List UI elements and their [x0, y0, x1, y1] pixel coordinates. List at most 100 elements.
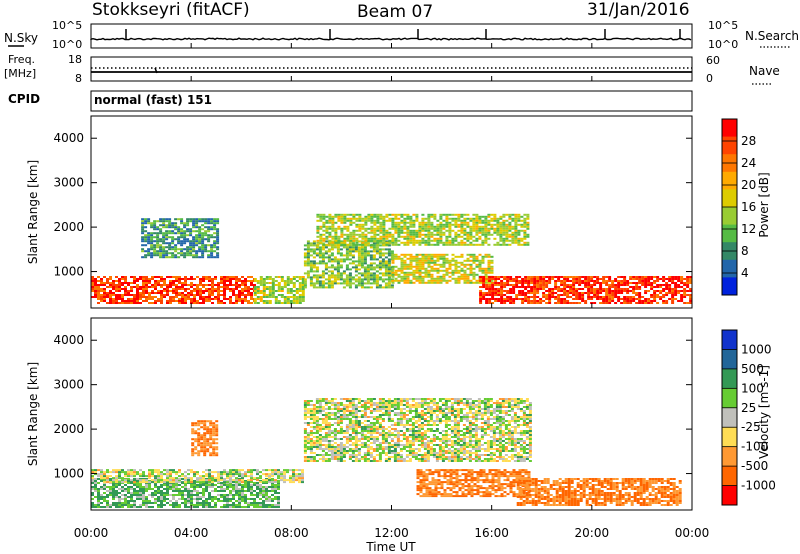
scatter-cell [394, 213, 398, 216]
scatter-cell [324, 256, 328, 259]
scatter-cell [229, 288, 232, 290]
scatter-cell [689, 290, 693, 292]
scatter-cell [306, 404, 310, 406]
scatter-cell [481, 231, 485, 234]
scatter-cell [542, 292, 546, 294]
scatter-cell [186, 240, 190, 243]
noise-trace [90, 29, 692, 41]
scatter-cell [298, 479, 301, 482]
scatter-cell [91, 278, 94, 280]
scatter-cell [207, 250, 211, 253]
scatter-cell [400, 259, 404, 262]
scatter-cell [187, 488, 190, 490]
scatter-cell [345, 250, 349, 253]
scatter-cell [533, 282, 537, 284]
nsearch-tick-high: 10^5 [708, 19, 738, 32]
scatter-cell [530, 296, 534, 298]
scatter-cell [363, 268, 367, 271]
scatter-cell [148, 286, 151, 288]
scatter-cell [463, 213, 467, 216]
scatter-cell [216, 256, 220, 259]
scatter-cell [223, 296, 226, 298]
scatter-cell [521, 292, 525, 294]
scatter-cell [309, 404, 313, 406]
scatter-cell [358, 225, 362, 228]
scatter-cell [611, 286, 615, 288]
scatter-cell [241, 477, 244, 480]
scatter-cell [327, 428, 331, 430]
scatter-cell [106, 481, 109, 484]
scatter-cell [333, 282, 337, 285]
scatter-cell [207, 226, 211, 229]
scatter-cell [327, 278, 331, 281]
scatter-cell [208, 290, 211, 292]
scatter-cell [626, 300, 630, 302]
scatter-cell [94, 482, 97, 484]
scatter-cell [324, 420, 328, 422]
scatter-cell [382, 235, 386, 238]
scatter-cell [306, 250, 310, 253]
scatter-cell [502, 227, 506, 230]
scatter-cell [160, 492, 163, 494]
scatter-cell [370, 215, 374, 218]
scatter-cell [412, 235, 416, 238]
scatter-cell [168, 242, 172, 245]
scatter-cell [191, 422, 195, 425]
scatter-cell [130, 482, 133, 484]
scatter-cell [169, 300, 172, 302]
scatter-cell [322, 233, 326, 236]
scatter-cell [433, 279, 437, 282]
scatter-cell [478, 227, 482, 230]
scatter-cell [133, 280, 136, 282]
scatter-cell [491, 286, 495, 288]
scatter-cell [142, 286, 145, 288]
scatter-cell [303, 418, 307, 420]
scatter-cell [635, 302, 639, 304]
scatter-cell [436, 253, 440, 256]
scatter-cell [475, 231, 479, 234]
scatter-cell [211, 496, 214, 498]
scatter-cell [200, 420, 204, 423]
scatter-cell [499, 221, 503, 224]
scatter-cell [180, 250, 184, 253]
scatter-cell [390, 250, 394, 253]
scatter-cell [689, 300, 693, 302]
scatter-cell [159, 254, 163, 257]
scatter-cell [400, 221, 404, 224]
scatter-cell [526, 227, 530, 230]
scatter-cell [259, 504, 262, 506]
scatter-cell [169, 276, 172, 278]
scatter-cell [223, 471, 226, 474]
scatter-cell [174, 250, 178, 253]
scatter-cell [100, 496, 103, 498]
scatter-cell [400, 235, 404, 238]
scatter-cell [157, 488, 160, 490]
scatter-cell [689, 276, 693, 278]
scatter-cell [484, 233, 488, 236]
scatter-cell [127, 482, 130, 484]
scatter-cell [487, 263, 491, 266]
scatter-cell [484, 275, 488, 278]
scatter-cell [493, 215, 497, 218]
scatter-cell [124, 479, 127, 482]
scatter-cell [363, 254, 367, 257]
scatter-cell [206, 432, 210, 435]
scatter-cell [277, 290, 281, 292]
scatter-cell [220, 484, 223, 486]
scatter-cell [166, 276, 169, 278]
scatter-cell [321, 242, 325, 245]
scatter-cell [175, 290, 178, 292]
scatter-cell [430, 257, 434, 260]
scatter-cell [100, 502, 103, 504]
scatter-cell [318, 434, 322, 436]
scatter-cell [253, 302, 257, 304]
scatter-cell [433, 255, 437, 258]
scatter-cell [142, 494, 145, 496]
scatter-cell [217, 494, 220, 496]
scatter-cell [118, 296, 121, 298]
scatter-cell [623, 278, 627, 280]
scatter-cell [403, 227, 407, 230]
scatter-cell [421, 279, 425, 282]
scatter-cell [327, 432, 331, 434]
scatter-cell [271, 488, 274, 490]
